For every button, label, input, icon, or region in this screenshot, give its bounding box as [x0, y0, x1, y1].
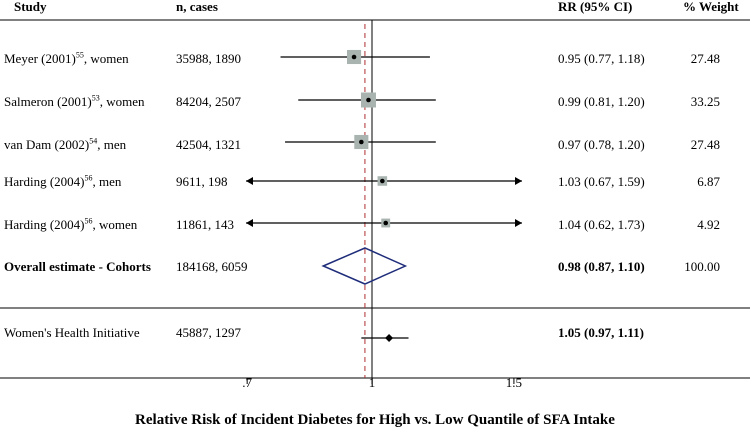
header-study: Study	[14, 0, 47, 14]
point-estimate-dot	[380, 178, 385, 184]
overall-rr-ci: 0.98 (0.87, 1.10)	[558, 259, 645, 274]
n-cases-1: 35988, 1890	[176, 51, 241, 66]
study-label-5: Harding (2004)56, women	[4, 216, 138, 232]
rr-ci-4: 1.03 (0.67, 1.59)	[558, 174, 645, 189]
n-cases-5: 11861, 143	[176, 217, 235, 232]
study-label-1: Meyer (2001)55, women	[4, 50, 129, 66]
rr-ci-2: 0.99 (0.81, 1.20)	[558, 94, 645, 109]
weight-1: 27.48	[690, 51, 720, 66]
trial-point-estimate-marker	[385, 334, 394, 342]
x-tick-label: 1	[368, 375, 376, 390]
n-cases-3: 42504, 1321	[176, 137, 241, 152]
weight-3: 27.48	[690, 137, 720, 152]
n-cases-2: 84204, 2507	[176, 94, 241, 109]
ci-arrow-left	[246, 177, 253, 185]
study-label-4: Harding (2004)56, men	[4, 173, 122, 189]
trial-label: Women's Health Initiative	[4, 325, 140, 340]
point-estimate-dot	[383, 220, 389, 226]
overall-n-cases: 184168, 6059	[176, 259, 248, 274]
rr-ci-3: 0.97 (0.78, 1.20)	[558, 137, 645, 152]
weight-4: 6.87	[697, 174, 720, 189]
trial-rr-ci: 1.05 (0.97, 1.11)	[558, 325, 644, 340]
point-estimate-dot	[351, 54, 357, 60]
study-label-2: Salmeron (2001)53, women	[4, 93, 145, 109]
trial-n-cases: 45887, 1297	[176, 325, 241, 340]
rr-ci-5: 1.04 (0.62, 1.73)	[558, 217, 645, 232]
overall-estimate-diamond	[321, 247, 408, 285]
ci-arrow-right	[515, 177, 522, 185]
header-n-cases: n, cases	[176, 0, 218, 14]
point-estimate-dot	[359, 139, 364, 145]
overall-label: Overall estimate - Cohorts	[4, 259, 151, 274]
x-tick-label: .7	[242, 375, 253, 390]
point-estimate-dot	[366, 97, 371, 103]
weight-5: 4.92	[697, 217, 720, 232]
header-rr-ci: RR (95% CI)	[558, 0, 633, 14]
n-cases-4: 9611, 198	[176, 174, 228, 189]
header-weight: % Weight	[683, 0, 739, 14]
overall-weight: 100.00	[684, 259, 720, 274]
weight-2: 33.25	[690, 94, 720, 109]
x-tick-label: 1.5	[505, 375, 523, 390]
rr-ci-1: 0.95 (0.77, 1.18)	[558, 51, 645, 66]
ci-arrow-left	[246, 219, 253, 227]
ci-arrow-right	[515, 219, 522, 227]
x-axis-label: Relative Risk of Incident Diabetes for H…	[135, 412, 615, 428]
study-label-3: van Dam (2002)54, men	[4, 136, 127, 152]
